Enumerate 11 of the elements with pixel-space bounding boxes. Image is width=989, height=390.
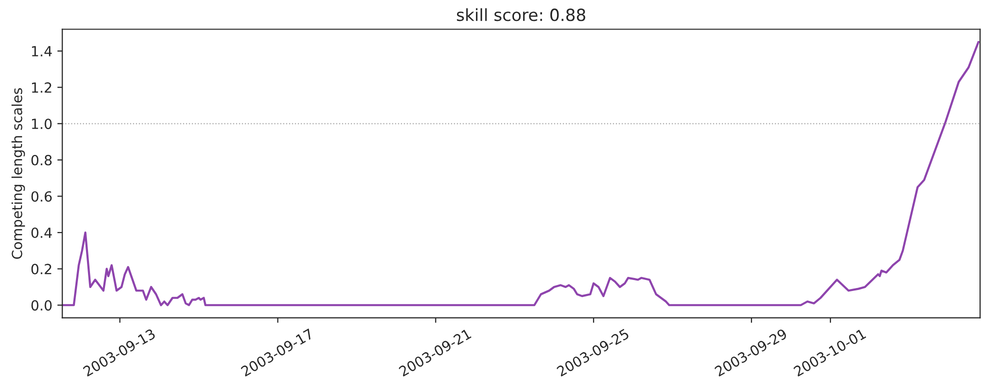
y-tick-label: 1.2: [32, 82, 52, 93]
chart-title: skill score: 0.88: [456, 8, 586, 22]
y-tick-label: 1.4: [32, 46, 52, 56]
y-tick-label: 0.0: [31, 300, 52, 311]
y-tick-label: 0.4: [31, 228, 52, 238]
y-tick-label: 0.6: [31, 191, 52, 202]
y-tick-label: 1.0: [32, 118, 52, 130]
y-axis-title: Competing length scales: [12, 88, 25, 259]
y-tick-label: 0.8: [31, 154, 52, 166]
line-series: [62, 40, 980, 306]
y-tick-label: 0.2: [31, 264, 52, 274]
